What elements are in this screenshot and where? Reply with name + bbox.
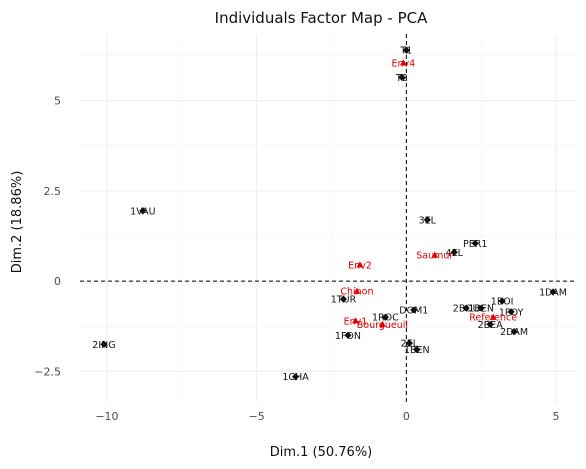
supplementary-point xyxy=(352,317,359,324)
supplementary-label: Bourgueuil xyxy=(357,320,408,331)
y-tick-label: 0 xyxy=(54,275,61,288)
supplementary-point xyxy=(431,251,439,258)
individual-label: 1BOI xyxy=(491,296,514,307)
individual-label: 2DAM xyxy=(500,327,528,338)
individual-point xyxy=(291,373,300,381)
individual-point xyxy=(413,346,421,354)
x-tick-label: −10 xyxy=(95,410,118,423)
supplementary-label: Env1 xyxy=(344,316,368,327)
supplementary-label: Chinon xyxy=(340,287,373,298)
x-axis-label: Dim.1 (50.76%) xyxy=(270,445,373,460)
y-tick-label: 2.5 xyxy=(44,185,62,198)
individual-point xyxy=(410,306,418,314)
individual-point xyxy=(549,288,557,296)
chart-title: Individuals Factor Map - PCA xyxy=(215,9,428,27)
reference-lines xyxy=(80,34,577,402)
individual-point xyxy=(462,304,470,312)
individual-label: DOM1 xyxy=(399,306,428,317)
individual-point xyxy=(507,308,515,316)
supplementary-label: Saumur xyxy=(416,251,453,262)
y-axis-label: Dim.2 (18.86%) xyxy=(10,171,25,274)
individual-label: 1FON xyxy=(335,331,361,342)
individual-label: T2 xyxy=(395,73,408,84)
individual-point xyxy=(498,297,506,305)
individual-label: 2BEA xyxy=(478,320,504,331)
individual-point xyxy=(100,340,108,348)
individual-point xyxy=(405,339,413,347)
supplementary-point xyxy=(356,261,364,268)
supplementary-point xyxy=(378,320,386,328)
grid xyxy=(80,34,577,402)
x-tick-label: 0 xyxy=(403,410,410,423)
supplementary-point xyxy=(489,313,497,320)
individual-label: 4EL xyxy=(446,248,464,259)
x-tick-label: 5 xyxy=(553,410,560,423)
individual-label: 1ROC xyxy=(372,313,399,324)
individual-point xyxy=(477,304,485,312)
individual-point xyxy=(510,328,518,336)
x-tick-label: −5 xyxy=(249,410,265,423)
individual-label: 2EL xyxy=(401,339,419,350)
y-tick-label: −2.5 xyxy=(34,365,61,378)
supplementary-point xyxy=(399,59,407,66)
individual-label: 1TUR xyxy=(331,295,357,306)
individual-point xyxy=(339,295,348,303)
individual-point xyxy=(450,248,458,256)
individual-point xyxy=(402,46,410,54)
individual-label: 3EL xyxy=(419,215,437,226)
y-tick-labels: −2.5 0 2.5 5 xyxy=(34,95,61,379)
individual-point xyxy=(471,239,479,247)
supplementary-point xyxy=(353,287,361,294)
individual-point xyxy=(344,331,352,339)
supplementary-individuals: Env4 Env2 Saumur Chinon Reference Env1Bourgue… xyxy=(340,58,517,331)
individual-label: PER1 xyxy=(463,239,487,250)
x-tick-labels: −10 −5 0 5 xyxy=(95,410,559,423)
individual-label: 2ING xyxy=(92,340,115,351)
individual-label: T1 xyxy=(399,46,412,57)
individual-label: 1CHA xyxy=(282,372,309,383)
individual-label: 1VAU xyxy=(130,206,155,217)
supplementary-label: Env2 xyxy=(348,260,372,271)
individual-label: 1POY xyxy=(499,307,524,318)
supplementary-label: Env4 xyxy=(391,58,415,69)
y-tick-label: 5 xyxy=(54,95,61,108)
individual-point xyxy=(423,216,431,224)
individual-label: 1DAM xyxy=(539,287,567,298)
individual-point xyxy=(486,320,494,329)
individual-point xyxy=(139,207,147,215)
individual-label: 1BEN xyxy=(468,304,494,315)
individual-label: 1BEN xyxy=(404,345,430,356)
individual-point xyxy=(398,73,406,81)
supplementary-label: Reference xyxy=(469,313,517,324)
individual-point xyxy=(381,313,389,321)
individual-label: 2BOU xyxy=(453,304,480,315)
